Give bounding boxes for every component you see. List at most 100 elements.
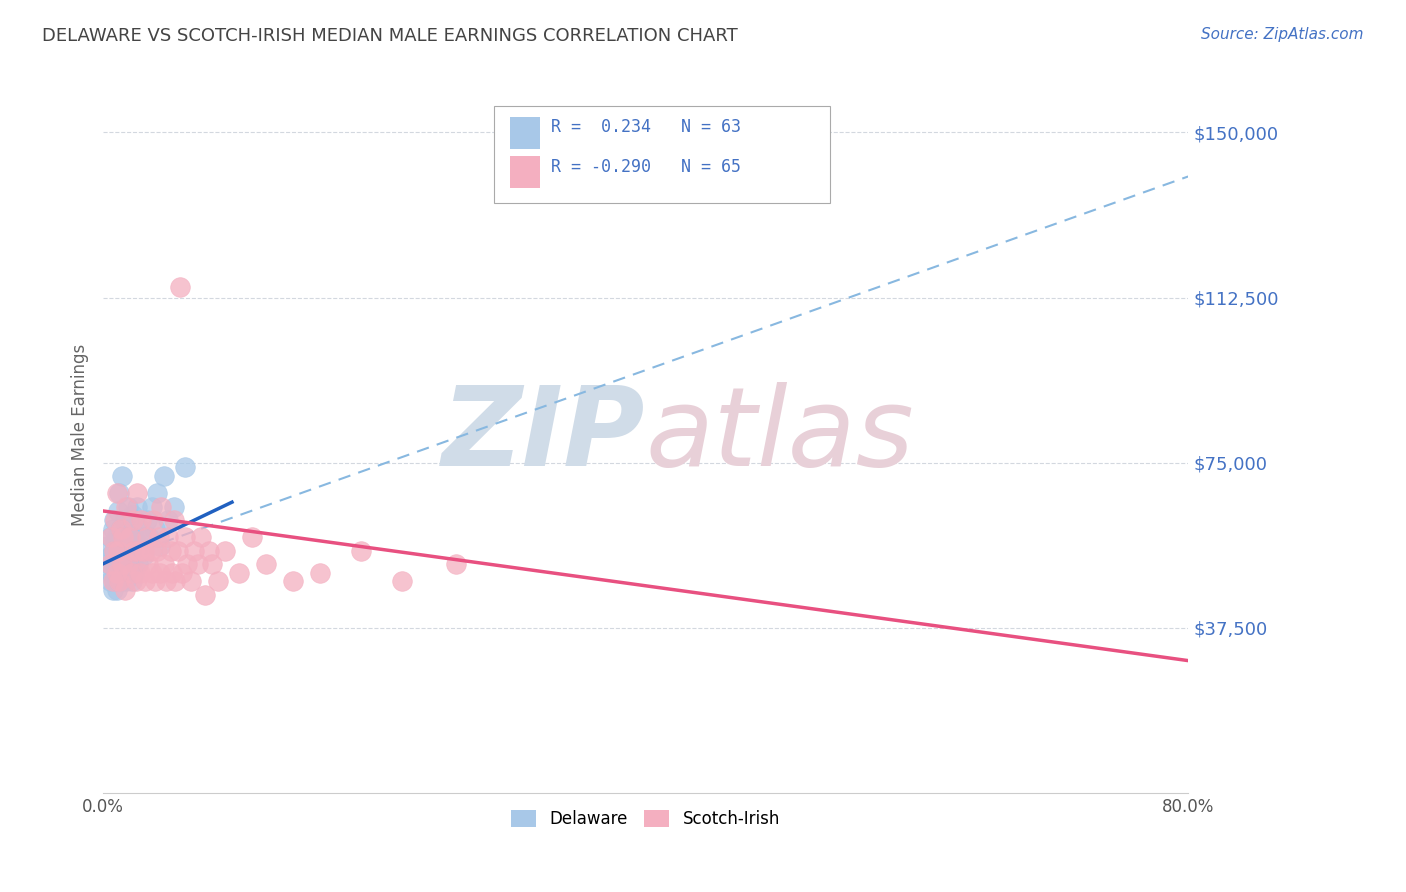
Point — [120, 530, 142, 544]
Point — [100, 566, 122, 580]
Point — [115, 539, 138, 553]
Point — [157, 513, 180, 527]
Point — [149, 566, 172, 580]
Point — [281, 574, 304, 589]
Point — [112, 530, 135, 544]
Point — [134, 574, 156, 589]
Point — [107, 504, 129, 518]
Point — [142, 513, 165, 527]
Point — [114, 557, 136, 571]
Point — [107, 574, 129, 589]
Bar — [510, 156, 540, 188]
Point — [108, 566, 131, 580]
Point — [111, 574, 134, 589]
Point — [129, 539, 152, 553]
Point — [201, 557, 224, 571]
Point — [183, 543, 205, 558]
Point — [146, 543, 169, 558]
Point — [194, 588, 217, 602]
Point — [132, 548, 155, 562]
Point — [105, 486, 128, 500]
Point — [111, 557, 134, 571]
Point — [98, 530, 121, 544]
Point — [101, 522, 124, 536]
Point — [228, 566, 250, 580]
Point — [105, 583, 128, 598]
Point — [176, 557, 198, 571]
Point — [198, 543, 221, 558]
Point — [117, 500, 139, 514]
Point — [104, 513, 127, 527]
Point — [240, 530, 263, 544]
Point — [163, 574, 186, 589]
Point — [180, 574, 202, 589]
Point — [97, 557, 120, 571]
Point — [101, 557, 124, 571]
Point — [128, 566, 150, 580]
Point — [173, 530, 195, 544]
Point — [101, 583, 124, 598]
Point — [444, 557, 467, 571]
Point — [350, 543, 373, 558]
Text: DELAWARE VS SCOTCH-IRISH MEDIAN MALE EARNINGS CORRELATION CHART: DELAWARE VS SCOTCH-IRISH MEDIAN MALE EAR… — [42, 27, 738, 45]
Point — [121, 566, 143, 580]
Point — [100, 530, 122, 544]
Point — [117, 557, 139, 571]
Point — [146, 486, 169, 500]
Point — [117, 548, 139, 562]
Point — [108, 574, 131, 589]
Point — [103, 543, 125, 558]
Point — [125, 548, 148, 562]
Point — [101, 574, 124, 589]
Point — [153, 468, 176, 483]
Point — [150, 500, 173, 514]
Point — [108, 486, 131, 500]
Point — [105, 557, 128, 571]
Point — [124, 566, 146, 580]
Point — [110, 522, 132, 536]
Text: R =  0.234   N = 63: R = 0.234 N = 63 — [551, 119, 741, 136]
Point — [96, 539, 118, 553]
Point — [136, 557, 159, 571]
Point — [128, 522, 150, 536]
Point — [124, 530, 146, 544]
Point — [309, 566, 332, 580]
Point — [103, 513, 125, 527]
Point — [115, 500, 138, 514]
Point — [391, 574, 413, 589]
Point — [111, 543, 134, 558]
Point — [131, 530, 153, 544]
Point — [112, 566, 135, 580]
Point — [157, 530, 180, 544]
Point — [125, 500, 148, 514]
Point — [207, 574, 229, 589]
Point — [104, 566, 127, 580]
Point — [148, 530, 170, 544]
Point — [105, 530, 128, 544]
Point — [112, 530, 135, 544]
Y-axis label: Median Male Earnings: Median Male Earnings — [72, 344, 89, 526]
Point — [139, 543, 162, 558]
FancyBboxPatch shape — [494, 106, 830, 202]
Point — [105, 566, 128, 580]
Point — [153, 557, 176, 571]
Point — [163, 500, 186, 514]
Point — [120, 534, 142, 549]
Point — [125, 486, 148, 500]
Point — [115, 574, 138, 589]
Point — [132, 543, 155, 558]
Point — [129, 513, 152, 527]
Point — [166, 543, 188, 558]
Point — [127, 557, 149, 571]
Point — [173, 459, 195, 474]
Point — [118, 522, 141, 536]
Point — [214, 543, 236, 558]
Point — [141, 566, 163, 580]
Point — [124, 543, 146, 558]
Point — [121, 574, 143, 589]
Point — [141, 500, 163, 514]
Point — [114, 583, 136, 598]
Text: R = -0.290   N = 65: R = -0.290 N = 65 — [551, 158, 741, 177]
Point — [143, 522, 166, 536]
Point — [104, 534, 127, 549]
